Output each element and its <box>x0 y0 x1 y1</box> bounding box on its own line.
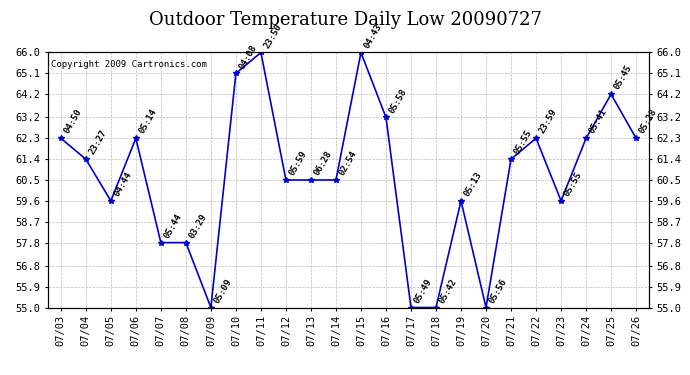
Text: 23:50: 23:50 <box>262 22 284 50</box>
Text: 04:08: 04:08 <box>237 43 259 70</box>
Text: 04:44: 04:44 <box>112 170 133 198</box>
Text: 05:41: 05:41 <box>587 108 609 135</box>
Text: Outdoor Temperature Daily Low 20090727: Outdoor Temperature Daily Low 20090727 <box>148 11 542 29</box>
Text: 05:13: 05:13 <box>462 170 484 198</box>
Text: 04:50: 04:50 <box>62 108 83 135</box>
Text: 05:42: 05:42 <box>437 277 459 305</box>
Text: 23:59: 23:59 <box>538 108 559 135</box>
Text: 23:27: 23:27 <box>87 129 108 156</box>
Text: 05:55: 05:55 <box>562 170 584 198</box>
Text: 05:45: 05:45 <box>613 64 633 92</box>
Text: 04:43: 04:43 <box>362 22 384 50</box>
Text: 05:59: 05:59 <box>287 150 308 177</box>
Text: 02:54: 02:54 <box>337 150 359 177</box>
Text: 05:56: 05:56 <box>487 277 509 305</box>
Text: 05:55: 05:55 <box>513 129 533 156</box>
Text: 05:49: 05:49 <box>413 277 433 305</box>
Text: 03:29: 03:29 <box>187 212 208 240</box>
Text: 06:28: 06:28 <box>313 150 333 177</box>
Text: 05:28: 05:28 <box>638 108 659 135</box>
Text: 05:09: 05:09 <box>213 277 233 305</box>
Text: 05:14: 05:14 <box>137 108 159 135</box>
Text: Copyright 2009 Cartronics.com: Copyright 2009 Cartronics.com <box>51 60 207 69</box>
Text: 05:44: 05:44 <box>162 212 184 240</box>
Text: 05:58: 05:58 <box>387 87 408 115</box>
